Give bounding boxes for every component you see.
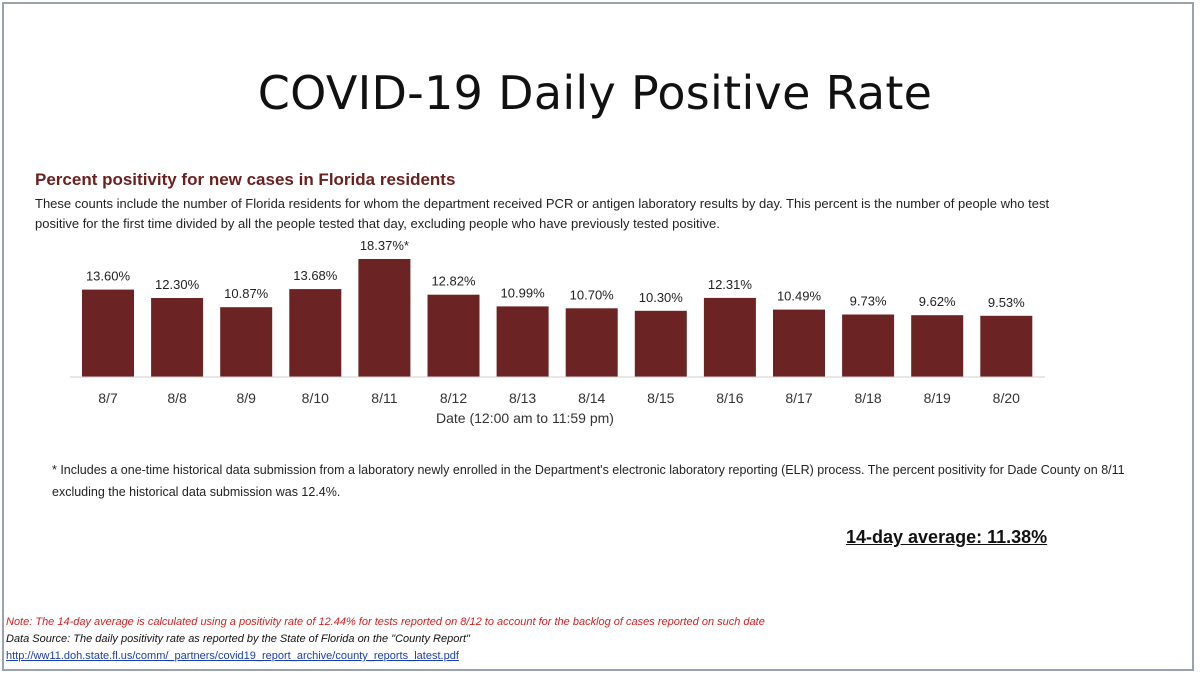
x-tick-label: 8/8 — [167, 390, 187, 406]
x-tick-label: 8/9 — [236, 390, 256, 406]
chart-title: Percent positivity for new cases in Flor… — [35, 170, 456, 189]
x-tick-label: 8/17 — [785, 390, 812, 406]
bar-8/13 — [496, 306, 549, 377]
bar-value-label: 12.30% — [155, 277, 200, 292]
x-tick-label: 8/19 — [924, 390, 951, 406]
x-tick-label: 8/7 — [98, 390, 118, 406]
data-source: Data Source: The daily positivity rate a… — [6, 633, 470, 645]
bar-value-label: 10.70% — [570, 287, 615, 302]
bar-value-label: 10.49% — [777, 289, 822, 304]
bar-value-label: 12.82% — [431, 274, 476, 289]
bar-8/10 — [289, 289, 342, 377]
bar-value-label: 13.60% — [86, 269, 131, 284]
bar-8/14 — [565, 308, 618, 377]
bar-value-label: 13.68% — [293, 268, 338, 283]
source-link[interactable]: http://ww11.doh.state.fl.us/comm/_partne… — [6, 650, 459, 662]
bar-8/17 — [773, 309, 825, 377]
x-tick-label: 8/15 — [647, 390, 674, 406]
x-tick-label: 8/18 — [854, 390, 881, 406]
bar-8/20 — [980, 315, 1033, 377]
bar-8/7 — [82, 289, 134, 377]
bar-8/19 — [911, 315, 964, 377]
bar-8/16 — [703, 297, 756, 377]
x-tick-label: 8/16 — [716, 390, 743, 406]
fourteen-day-average: 14-day average: 11.38% — [846, 527, 1048, 547]
bar-chart: 13.60% 8/7 12.30% 8/8 10.87% 8/9 13.68% 8/10 18.… — [70, 238, 1045, 426]
bar-8/12 — [427, 294, 480, 377]
bar-value-label: 10.87% — [224, 286, 269, 301]
bar-value-label: 12.31% — [708, 277, 753, 292]
bar-value-label: 9.73% — [850, 294, 887, 309]
bar-value-label: 10.99% — [501, 285, 546, 300]
x-tick-label: 8/10 — [302, 390, 329, 406]
bar-value-label: 10.30% — [639, 290, 684, 305]
chart-description: These counts include the number of Flori… — [35, 196, 1050, 231]
bar-8/11 — [358, 259, 411, 377]
x-tick-label: 8/14 — [578, 390, 605, 406]
average-note: Note: The 14-day average is calculated u… — [6, 616, 765, 628]
slide-title: COVID-19 Daily Positive Rate — [257, 66, 933, 120]
bar-value-label: 9.62% — [919, 294, 956, 309]
bar-8/8 — [151, 298, 204, 377]
bar-8/15 — [634, 310, 687, 377]
bar-value-label: 18.37%* — [360, 238, 409, 253]
chart-footnote: * Includes a one-time historical data su… — [52, 463, 1125, 499]
x-tick-label: 8/12 — [440, 390, 467, 406]
x-tick-label: 8/13 — [509, 390, 536, 406]
bar-8/9 — [220, 307, 273, 377]
bar-8/18 — [842, 314, 895, 377]
x-tick-label: 8/20 — [993, 390, 1020, 406]
x-axis-title: Date (12:00 am to 11:59 pm) — [436, 410, 614, 426]
x-tick-label: 8/11 — [371, 390, 397, 406]
bar-value-label: 9.53% — [988, 295, 1025, 310]
